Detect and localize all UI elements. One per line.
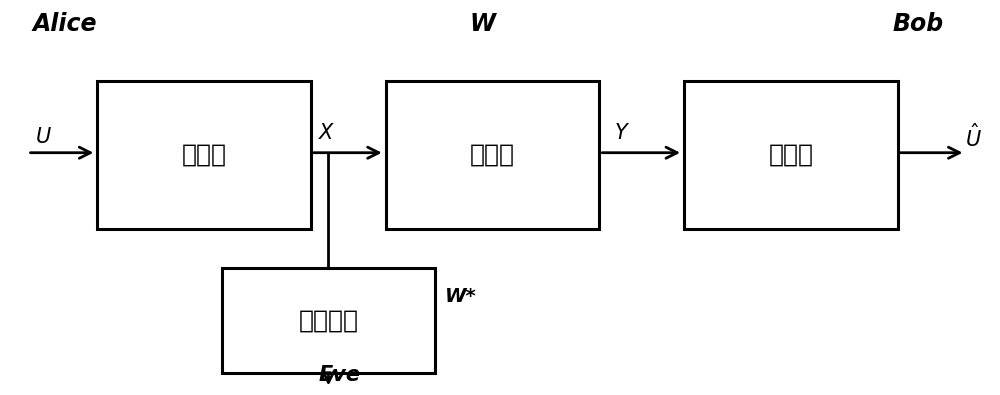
Bar	[97, 81, 311, 229]
Text: 主信道: 主信道	[470, 143, 515, 167]
Text: 编码器: 编码器	[182, 143, 227, 167]
Text: Alice: Alice	[33, 12, 97, 36]
Bar	[684, 81, 898, 229]
Text: W*: W*	[445, 287, 477, 306]
Text: $\hat{U}$: $\hat{U}$	[965, 123, 982, 151]
Bar	[386, 81, 599, 229]
Text: X: X	[319, 123, 333, 143]
Text: W: W	[469, 12, 495, 36]
Text: 译码器: 译码器	[768, 143, 813, 167]
Text: Y: Y	[614, 123, 627, 143]
Text: U: U	[36, 127, 51, 147]
Text: Eve: Eve	[319, 365, 361, 385]
Text: 窃听信道: 窃听信道	[298, 308, 358, 332]
Bar	[222, 267, 435, 373]
Text: Bob: Bob	[893, 12, 944, 36]
